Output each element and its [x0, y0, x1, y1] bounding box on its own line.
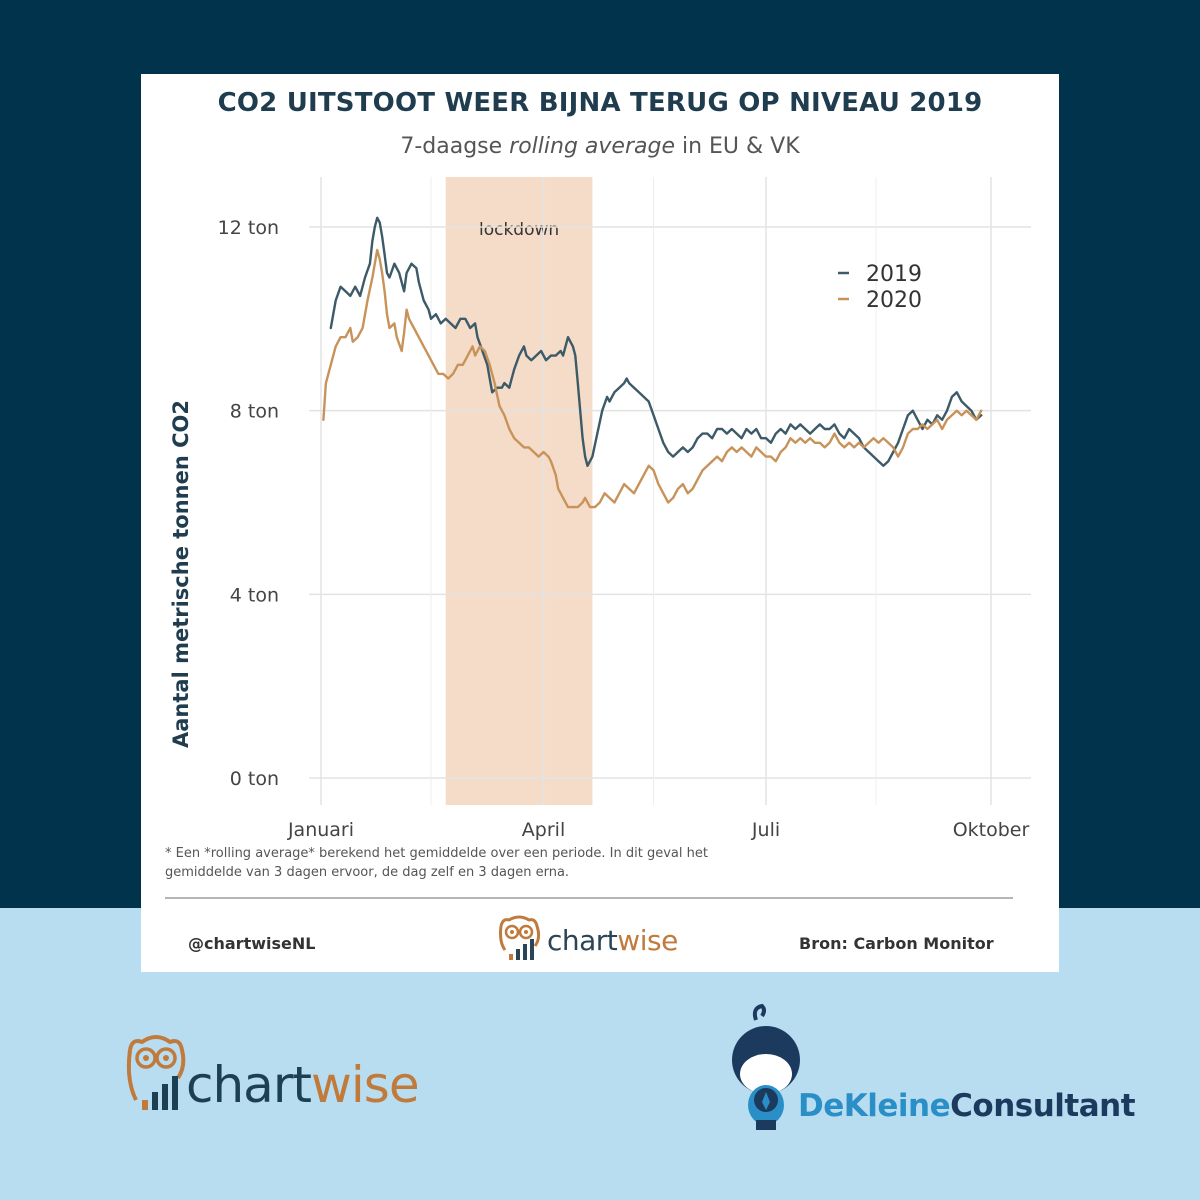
legend-label-2019: 2019 — [866, 262, 922, 287]
footnote: * Een *rolling average* berekend het gem… — [165, 844, 865, 882]
lockdown-label: lockdown — [479, 220, 559, 240]
x-tick-label: Juli — [751, 819, 780, 841]
owl-icon — [499, 915, 541, 960]
y-tick-label: 12 ton — [218, 217, 279, 239]
footer-divider — [165, 897, 1013, 899]
series-line-2019 — [329, 216, 983, 467]
chartwise-wordmark: chartwise — [547, 924, 678, 957]
de-kleine-consultant-logo: DeKleineConsultant — [726, 1000, 1176, 1140]
chartwise-logo-small: chartwise — [495, 912, 715, 972]
y-tick-label: 8 ton — [230, 401, 279, 423]
consultant-mascot-icon — [732, 1003, 800, 1130]
owl-icon-large — [126, 1035, 186, 1110]
chart-card: lockdown 0 ton 4 ton 8 ton 12 ton Januari Apri… — [141, 74, 1059, 972]
x-tick-label: Januari — [287, 819, 354, 841]
chart-title: CO2 UITSTOOT WEER BIJNA TERUG OP NIVEAU … — [217, 88, 983, 118]
series-line-2020 — [322, 248, 983, 509]
x-tick-label: April — [522, 819, 565, 841]
x-tick-label: Oktober — [953, 819, 1030, 841]
footnote-line-1: * Een *rolling average* berekend het gem… — [165, 846, 708, 861]
y-tick-label: 4 ton — [230, 584, 279, 606]
chart-subtitle: 7-daagse rolling average in EU & VK — [400, 134, 800, 159]
chartwise-wordmark-large: chartwise — [186, 1056, 420, 1114]
legend-label-2020: 2020 — [866, 288, 922, 313]
consultant-wordmark: DeKleineConsultant — [798, 1088, 1136, 1124]
source-credit: Bron: Carbon Monitor — [799, 934, 994, 953]
y-tick-label: 0 ton — [230, 768, 279, 790]
footnote-line-2: gemiddelde van 3 dagen ervoor, de dag ze… — [165, 865, 570, 880]
lockdown-band — [445, 177, 593, 805]
line-chart: lockdown 0 ton 4 ton 8 ton 12 ton Januari Apri… — [218, 177, 1031, 841]
chartwise-logo: chartwise — [122, 1030, 482, 1120]
social-handle: @chartwiseNL — [188, 934, 316, 953]
